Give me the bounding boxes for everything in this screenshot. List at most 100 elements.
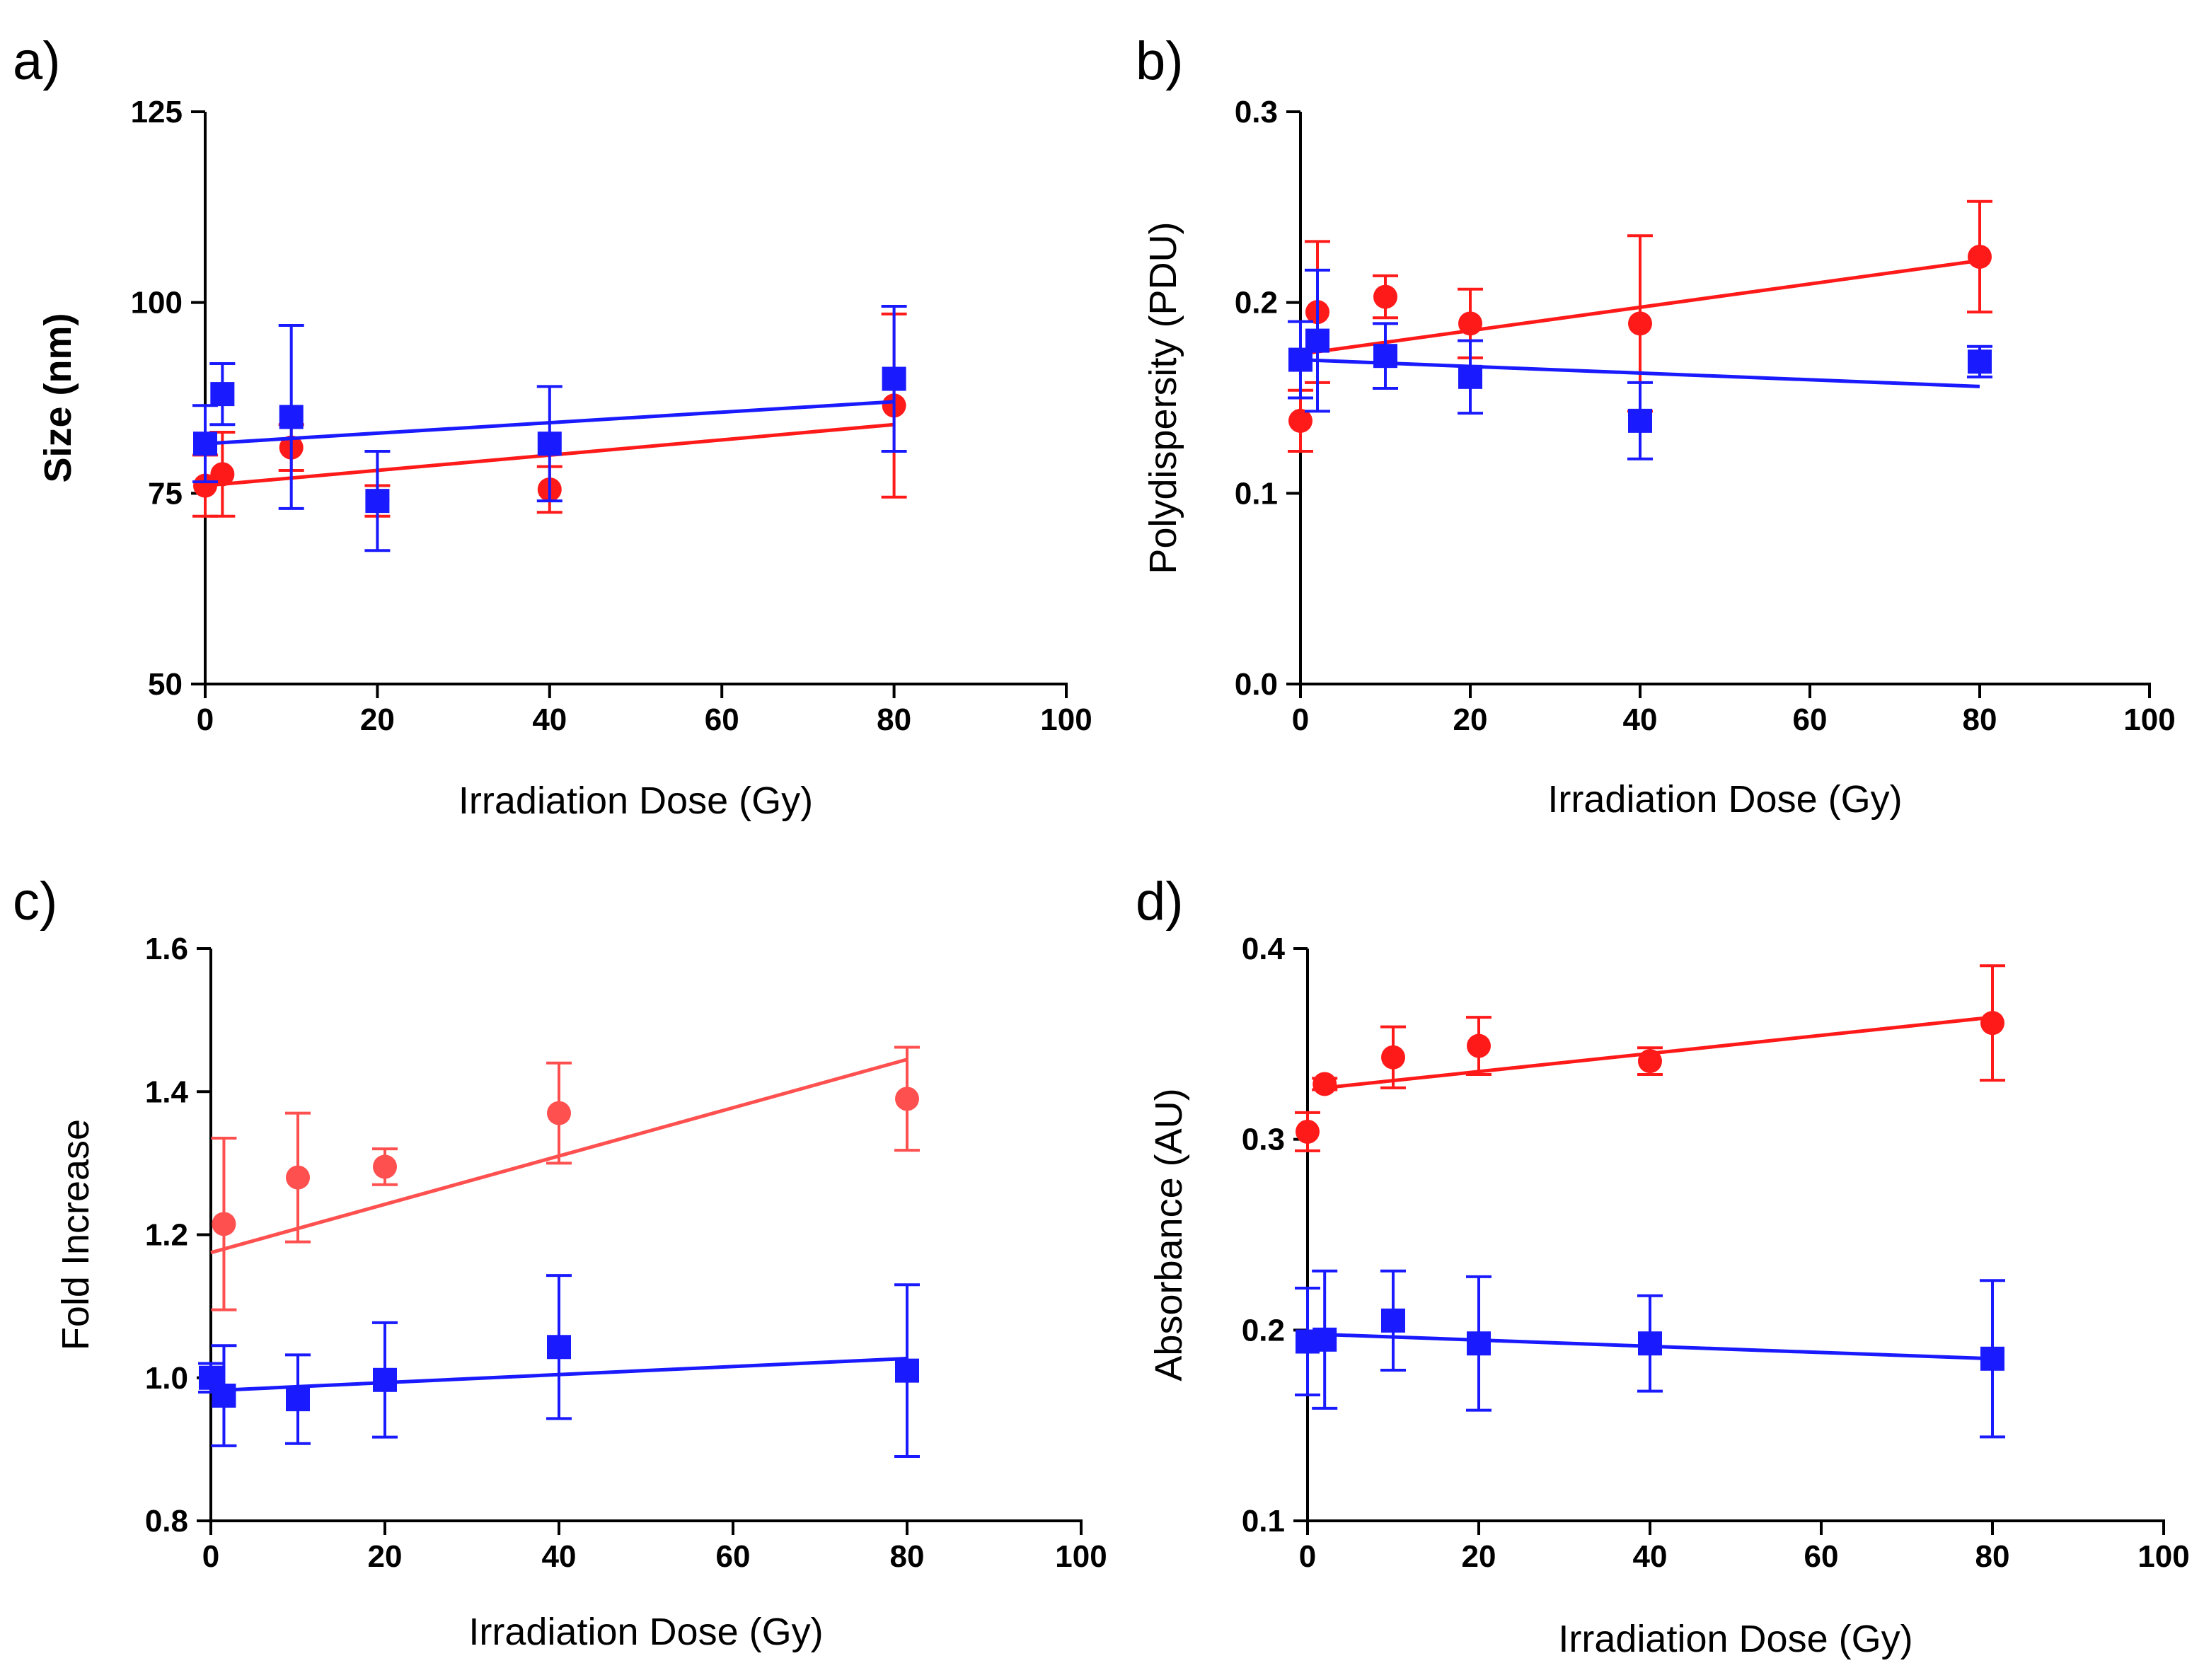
series-blue [192,305,907,552]
y-tick-label: 0.3 [1242,1123,1285,1157]
x-tick-label: 0 [1292,702,1309,737]
data-point [365,489,390,514]
x-tick-label: 20 [360,702,395,737]
x-tick-label: 60 [1793,702,1828,737]
data-point [547,1101,571,1125]
y-tick-label: 0.1 [1235,476,1278,511]
y-tick-label: 0.8 [145,1504,188,1539]
y-tick-label: 1.4 [145,1074,189,1109]
data-point [1980,1346,2004,1371]
x-tick-label: 0 [197,702,214,737]
x-tick-label: 100 [2137,1539,2189,1574]
x-tick-label: 20 [368,1539,403,1574]
y-axis-title: Absorbance (AU) [1148,1088,1190,1381]
data-point [1467,1331,1491,1356]
x-tick-label: 100 [2123,702,2175,737]
data-point [1968,349,1992,374]
panel-label: c) [13,871,57,932]
x-tick-label: 100 [1055,1539,1107,1574]
y-tick-label: 75 [148,476,183,511]
y-tick-label: 0.2 [1242,1313,1285,1348]
x-axis-title: Irradiation Dose (Gy) [468,1611,823,1653]
data-point [1381,1308,1405,1333]
data-point [1638,1331,1662,1356]
data-point [1288,408,1312,433]
x-tick-label: 20 [1453,702,1488,737]
data-point [1628,408,1652,433]
x-tick-label: 80 [877,702,911,737]
panel-label: b) [1136,31,1184,91]
series-blue [1288,268,1992,460]
data-point [1296,1119,1320,1144]
chart-panel-1: a) 0 20 40 60 80 100 50 75 100 125 Irradiation Dose… [13,31,1092,822]
data-point [1968,244,1992,269]
x-tick-label: 0 [202,1539,219,1574]
x-axis-title: Irradiation Dose (Gy) [1558,1618,1912,1660]
data-point [373,1154,397,1179]
data-point [193,431,217,456]
series-red [1295,964,2005,1152]
series-blue [198,1274,920,1458]
y-axis-title: Size (nm) [37,313,79,482]
data-point [1467,1033,1491,1058]
x-tick-label: 100 [1040,702,1092,737]
series-red [210,1045,920,1311]
data-point [279,405,304,429]
chart-panel-3: c) 0 20 40 60 80 100 0.8 1.0 1.2 1.4 1.6 Irradiation… [13,871,1107,1653]
y-tick-label: 50 [148,667,183,702]
y-tick-label: 0.1 [1242,1504,1285,1539]
x-tick-label: 80 [1975,1539,2010,1574]
data-point [193,473,217,498]
y-tick-label: 0.4 [1242,932,1286,966]
data-point [1458,364,1482,389]
data-point [1381,1045,1405,1070]
data-point [212,1212,236,1236]
data-point [210,462,235,487]
data-point [212,1384,236,1408]
data-point [1638,1049,1662,1074]
x-tick-label: 60 [1804,1539,1839,1574]
y-axis-title: Fold Increase [54,1119,97,1350]
data-point [1373,344,1397,369]
x-tick-label: 40 [1623,702,1658,737]
y-tick-label: 0.2 [1235,286,1278,320]
x-tick-label: 60 [705,702,739,737]
x-axis-title: Irradiation Dose (Gy) [458,780,813,822]
data-point [1373,284,1397,309]
x-tick-label: 40 [532,702,567,737]
data-point [1980,1011,2004,1036]
x-tick-label: 40 [542,1539,577,1574]
data-point [1458,311,1482,336]
data-point [1628,311,1652,336]
data-point [373,1367,397,1392]
panel-label: a) [13,31,61,91]
x-tick-label: 0 [1299,1539,1316,1574]
y-tick-label: 125 [131,95,183,129]
data-point [547,1335,571,1360]
data-point [1305,328,1329,353]
fit-line [1300,358,1980,388]
x-tick-label: 40 [1633,1539,1668,1574]
y-tick-label: 0.3 [1235,95,1278,129]
x-tick-label: 60 [716,1539,751,1574]
y-axis-title: Polydispersity (PDU) [1142,221,1184,574]
x-tick-label: 20 [1462,1539,1496,1574]
y-tick-label: 100 [131,286,183,320]
x-tick-label: 80 [1963,702,1997,737]
data-point [210,382,235,407]
data-point [537,431,562,456]
x-tick-label: 80 [890,1539,925,1574]
y-tick-label: 0.0 [1235,667,1278,702]
data-point [1312,1072,1337,1096]
y-tick-label: 1.0 [145,1361,188,1396]
data-point [286,1165,310,1190]
data-point [286,1387,310,1412]
y-tick-label: 1.2 [145,1218,188,1253]
fit-line [1324,1015,1993,1090]
series-blue [1295,1269,2005,1439]
chart-panel-2: b) 0 20 40 60 80 100 0.0 0.1 0.2 0.3 Irradiation Do… [1136,31,2176,821]
data-point [895,1358,919,1383]
y-tick-label: 1.6 [145,932,188,966]
panel-label: d) [1136,871,1184,932]
